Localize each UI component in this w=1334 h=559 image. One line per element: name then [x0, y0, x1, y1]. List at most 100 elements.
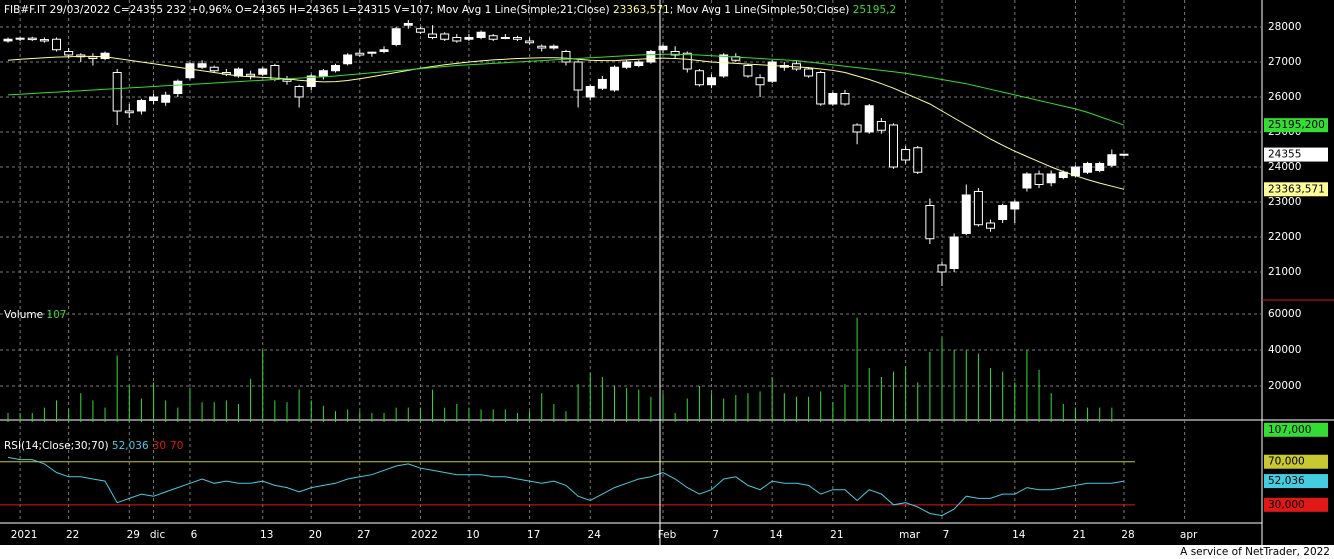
y-tick-label: 40000 [1268, 344, 1301, 356]
candle-body [1046, 173, 1056, 184]
x-tick-label: 14 [1012, 529, 1026, 541]
candle-body [124, 110, 134, 114]
candle-body [573, 61, 583, 91]
panel-title-value: 107 [46, 309, 66, 321]
candle-body [512, 36, 522, 40]
candle-body [415, 28, 425, 33]
series-last-label: 23363,571 [1268, 183, 1325, 195]
header-part: FIB#F.IT 29/03/2022 C=24355 232 +0,96% O… [4, 4, 613, 16]
candle-body [15, 37, 25, 40]
candle-body [391, 28, 401, 45]
volume-last-label: 107,000 [1268, 424, 1311, 436]
candle-body [331, 64, 341, 72]
x-tick-label: dic [150, 529, 166, 541]
x-tick-label: 20 [309, 529, 322, 541]
x-tick-label: 2021 [11, 529, 38, 541]
panel-title-name: Volume [4, 309, 46, 321]
candle-body [901, 148, 911, 161]
x-tick-label: 21 [1073, 529, 1086, 541]
panel-title-value: 52,036 [112, 440, 149, 452]
y-tick-label: 28000 [1268, 21, 1301, 33]
candle-body [888, 124, 898, 168]
candle-body [476, 31, 486, 38]
candle-body [949, 236, 959, 269]
candle-body [233, 68, 243, 77]
candle-body [1083, 162, 1093, 173]
x-tick-label: 10 [466, 529, 479, 541]
candle-body [39, 39, 49, 42]
candle-body [294, 85, 304, 98]
x-tick-label: 29 [127, 529, 140, 541]
candle-body [52, 38, 62, 51]
panel-title-level: 70 [170, 440, 183, 452]
candle-body [816, 71, 826, 105]
candle-body [694, 70, 704, 86]
x-tick-label: 7 [943, 529, 950, 541]
panel-title: RSI(14;Close;30;70) 52,036 30 70 [4, 440, 183, 452]
level-label-box [1264, 497, 1328, 512]
y-tick-label: 20000 [1268, 380, 1301, 392]
candle-body [367, 51, 377, 54]
x-tick-label: 28 [1121, 529, 1134, 541]
panel-title: Volume 107 [4, 309, 66, 321]
close-label: 24355 [1268, 149, 1301, 161]
candle-body [852, 124, 862, 133]
x-tick-label: 13 [260, 529, 273, 541]
level-label-box [1264, 454, 1328, 469]
header-part: 25195,2 [853, 4, 896, 16]
candle-body [1119, 153, 1129, 156]
candle-body [379, 49, 389, 52]
x-tick-label: mar [899, 529, 921, 541]
candle-body [270, 64, 280, 80]
candle-body [100, 52, 110, 59]
series-last-label-box [1264, 182, 1328, 197]
candle-body [549, 45, 559, 49]
candle-body [646, 50, 656, 63]
candle-body [452, 36, 462, 42]
candle-body [403, 22, 413, 26]
rsi-line [7, 456, 1125, 517]
candle-body [318, 70, 328, 77]
rsi-last-label-box [1264, 474, 1328, 489]
candle-body [246, 73, 256, 77]
x-tick-label: 17 [527, 529, 540, 541]
candle-body [925, 204, 935, 240]
candle-body [682, 52, 692, 70]
candle-body [440, 33, 450, 40]
candle-body [561, 50, 571, 63]
footer-bar [0, 545, 1334, 559]
candle-body [149, 96, 159, 101]
candle-body [1095, 162, 1105, 171]
candle-body [804, 68, 814, 77]
y-tick-label: 21000 [1268, 266, 1301, 278]
candle-body [973, 190, 983, 226]
header-part: ; Mov Avg 1 Line(Simple;50;Close) [670, 4, 853, 16]
candle-body [719, 54, 729, 77]
candle-body [597, 78, 607, 89]
candle-body [913, 147, 923, 173]
series-last-label-box [1264, 118, 1328, 133]
candle-body [634, 61, 644, 66]
candle-body [1034, 173, 1044, 185]
x-tick-label: 24 [588, 529, 602, 541]
y-tick-label: 60000 [1268, 308, 1301, 320]
candle-body [500, 36, 510, 39]
candle-body [840, 92, 850, 105]
candle-body [185, 63, 195, 79]
candle-body [537, 45, 547, 49]
candle-body [961, 194, 971, 234]
x-tick-label: 2022 [411, 529, 438, 541]
x-tick-label: 14 [770, 529, 784, 541]
x-tick-label: 6 [191, 529, 198, 541]
level-label: 70,000 [1268, 456, 1305, 468]
y-tick-label: 24000 [1268, 161, 1301, 173]
x-tick-label: Feb [658, 529, 677, 541]
candle-body [525, 40, 535, 44]
candle-body [767, 61, 777, 82]
y-tick-label: 27000 [1268, 56, 1301, 68]
x-tick-label: 27 [357, 529, 370, 541]
candle-body [828, 92, 838, 105]
candle-body [3, 38, 13, 42]
